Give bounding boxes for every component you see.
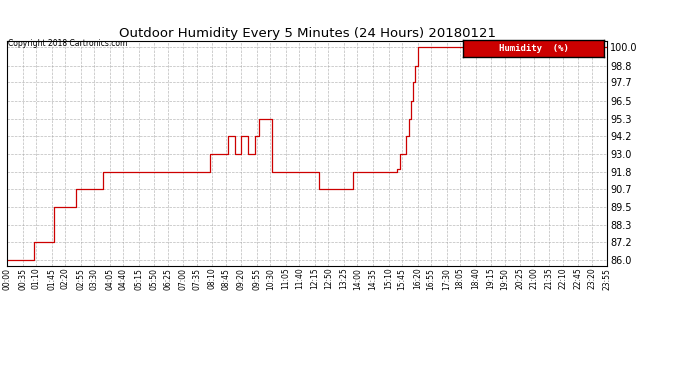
Title: Outdoor Humidity Every 5 Minutes (24 Hours) 20180121: Outdoor Humidity Every 5 Minutes (24 Hou… — [119, 27, 495, 40]
Text: Copyright 2018 Cartronics.com: Copyright 2018 Cartronics.com — [8, 39, 128, 48]
